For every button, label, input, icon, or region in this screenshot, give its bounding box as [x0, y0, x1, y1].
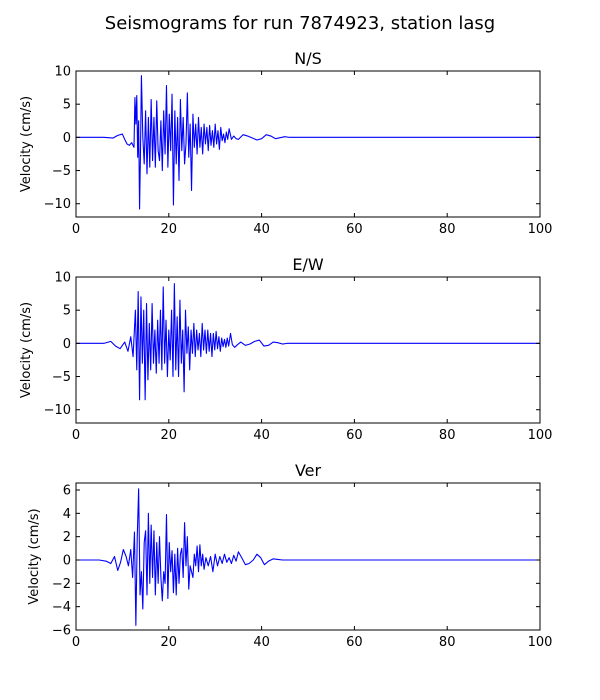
x-tick-label-ew-100: 100: [528, 428, 553, 443]
y-tick-label-ver-6: 6: [63, 484, 71, 499]
x-tick-label-ver-60: 60: [346, 635, 363, 650]
plot-frame-ver: [75, 482, 541, 631]
x-tick-label-ver-80: 80: [439, 635, 456, 650]
plot-frame-ew: [75, 276, 541, 424]
y-tick-label-ver-4: 4: [63, 507, 71, 522]
panel-title-ns: N/S: [294, 49, 322, 68]
y-axis-label-ns: Velocity (cm/s): [19, 96, 34, 192]
x-tick-label-ns-60: 60: [346, 222, 363, 237]
y-tick-label-ew--5: −5: [52, 370, 71, 385]
series-line-ver: [76, 488, 540, 626]
series-line-ew: [76, 283, 540, 401]
y-axis-label-ew: Velocity (cm/s): [19, 302, 34, 398]
x-tick-label-ew-20: 20: [161, 428, 178, 443]
series-line-ns: [76, 75, 540, 210]
panel-ew: E/W Velocity (cm/s) 0 20 40 60 80 100 −10 −5 0 5 10: [19, 255, 552, 443]
x-tick-label-ew-40: 40: [253, 428, 270, 443]
y-tick-label-ew-10: 10: [54, 271, 71, 286]
y-tick-label-ew--10: −10: [44, 403, 71, 418]
y-tick-label-ns-5: 5: [63, 98, 71, 113]
plot-frame-ns: [75, 70, 541, 218]
y-tick-label-ver--2: −2: [52, 577, 71, 592]
y-tick-label-ver--6: −6: [52, 624, 71, 639]
x-tick-label-ns-20: 20: [161, 222, 178, 237]
x-tick-label-ver-100: 100: [528, 635, 553, 650]
x-tick-label-ns-100: 100: [528, 222, 553, 237]
panel-title-ver: Ver: [295, 461, 322, 480]
x-tick-label-ns-40: 40: [253, 222, 270, 237]
y-tick-label-ns--10: −10: [44, 197, 71, 212]
x-tick-label-ew-80: 80: [439, 428, 456, 443]
x-tick-label-ns-80: 80: [439, 222, 456, 237]
x-tick-label-ns-0: 0: [72, 222, 80, 237]
y-tick-label-ew-5: 5: [63, 304, 71, 319]
panel-ver: Ver Velocity (cm/s) 0 20 40 60 80 100 −6 −4 −2 0 2 4 6: [27, 461, 552, 650]
y-axis-label-ver: Velocity (cm/s): [27, 508, 42, 604]
x-tick-label-ver-40: 40: [253, 635, 270, 650]
figure-title: Seismograms for run 7874923, station las…: [105, 13, 495, 34]
y-tick-label-ns--5: −5: [52, 164, 71, 179]
y-tick-label-ew-0: 0: [63, 337, 71, 352]
panel-ns: N/S Velocity (cm/s) 0 20 40 60 80 100 −10 −5 0 5 10: [19, 49, 552, 237]
y-tick-label-ns-10: 10: [54, 65, 71, 80]
y-tick-label-ns-0: 0: [63, 131, 71, 146]
panel-title-ew: E/W: [292, 255, 324, 274]
y-tick-label-ver--4: −4: [52, 600, 71, 615]
x-tick-label-ew-60: 60: [346, 428, 363, 443]
x-tick-label-ew-0: 0: [72, 428, 80, 443]
y-tick-label-ver-0: 0: [63, 554, 71, 569]
x-tick-label-ver-20: 20: [161, 635, 178, 650]
x-tick-label-ver-0: 0: [72, 635, 80, 650]
y-tick-label-ver-2: 2: [63, 530, 71, 545]
